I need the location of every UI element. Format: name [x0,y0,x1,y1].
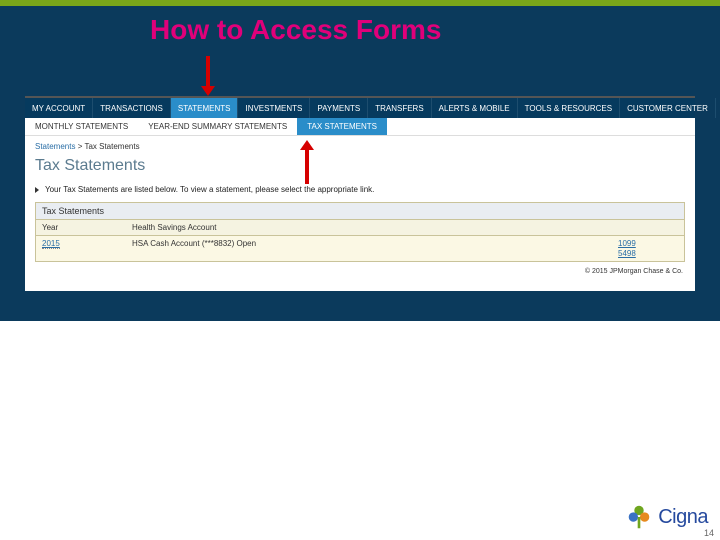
intro-text: Your Tax Statements are listed below. To… [45,185,374,194]
app-screenshot: MY ACCOUNTTRANSACTIONSSTATEMENTSINVESTME… [25,96,695,291]
callout-arrow-up [305,150,309,184]
arrow-spacer [0,56,720,96]
col-header-year: Year [42,223,132,232]
nav-item-transactions[interactable]: TRANSACTIONS [93,98,171,118]
screenshot-frame: MY ACCOUNTTRANSACTIONSSTATEMENTSINVESTME… [0,96,720,321]
form-link-5498[interactable]: 5498 [618,249,678,258]
sub-nav: MONTHLY STATEMENTSYEAR-END SUMMARY STATE… [25,118,695,136]
panel-title: Tax Statements [36,203,684,220]
subnav-item-monthly-statements[interactable]: MONTHLY STATEMENTS [25,118,138,135]
nav-item-my-account[interactable]: MY ACCOUNT [25,98,93,118]
breadcrumb-current: Tax Statements [84,142,139,151]
table-row: 2015 HSA Cash Account (***8832) Open 109… [36,236,684,261]
main-nav: MY ACCOUNTTRANSACTIONSSTATEMENTSINVESTME… [25,98,695,118]
col-header-account: Health Savings Account [132,223,618,232]
intro-bullet: Your Tax Statements are listed below. To… [25,183,695,202]
copyright-text: © 2015 JPMorgan Chase & Co. [25,262,695,275]
form-link-1099[interactable]: 1099 [618,239,678,248]
subnav-item-tax-statements[interactable]: TAX STATEMENTS [297,118,387,135]
cell-year[interactable]: 2015 [42,239,132,258]
nav-item-alerts-mobile[interactable]: ALERTS & MOBILE [432,98,518,118]
nav-item-statements[interactable]: STATEMENTS [171,98,239,118]
table-header-row: Year Health Savings Account [36,220,684,236]
brand-name: Cigna [658,506,708,529]
slide-title: How to Access Forms [0,14,720,46]
bullet-icon [35,187,39,193]
brand-tree-icon [624,502,654,532]
slide-title-band: How to Access Forms [0,6,720,56]
nav-item-investments[interactable]: INVESTMENTS [238,98,310,118]
nav-item-transfers[interactable]: TRANSFERS [368,98,431,118]
nav-item-payments[interactable]: PAYMENTS [310,98,368,118]
breadcrumb: Statements > Tax Statements [25,136,695,153]
nav-item-customer-center[interactable]: CUSTOMER CENTER [620,98,716,118]
subnav-item-year-end-summary-statements[interactable]: YEAR-END SUMMARY STATEMENTS [138,118,297,135]
breadcrumb-root[interactable]: Statements [35,142,75,151]
col-header-forms [618,223,678,232]
breadcrumb-sep: > [78,142,83,151]
page-number: 14 [704,528,714,538]
cell-account: HSA Cash Account (***8832) Open [132,239,618,258]
cell-forms: 1099 5498 [618,239,678,258]
tax-statements-panel: Tax Statements Year Health Savings Accou… [35,202,685,262]
slide-footer: Cigna 14 [0,484,720,540]
nav-item-tools-resources[interactable]: TOOLS & RESOURCES [518,98,620,118]
page-heading: Tax Statements [25,153,695,183]
brand-logo: Cigna [624,502,708,532]
callout-arrow-down [206,56,210,86]
